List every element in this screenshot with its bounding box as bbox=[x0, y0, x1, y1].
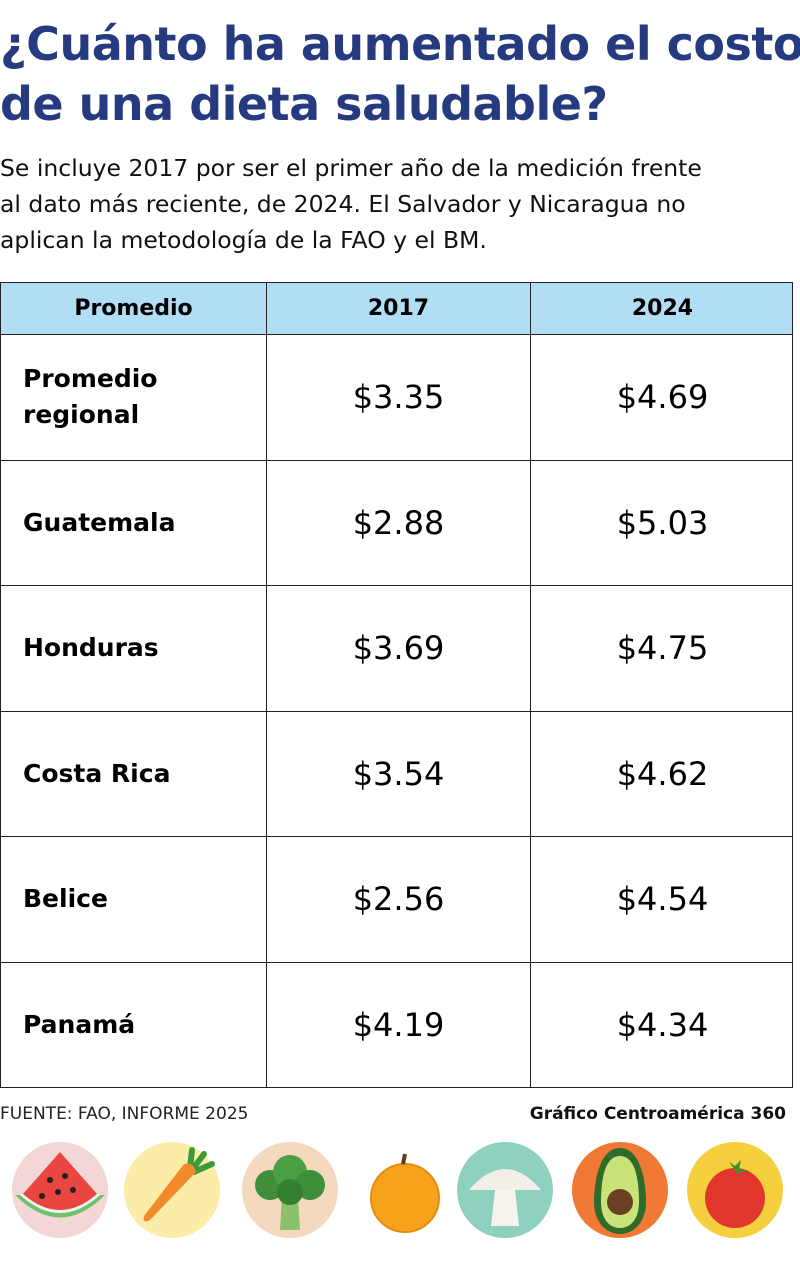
broccoli-icon bbox=[242, 1142, 338, 1238]
cell-2017: $3.54 bbox=[266, 711, 530, 836]
cell-2024: $4.54 bbox=[530, 837, 794, 962]
table-row: Guatemala $2.88 $5.03 bbox=[0, 460, 794, 586]
avocado-icon bbox=[572, 1142, 668, 1238]
mushroom-icon bbox=[457, 1142, 553, 1238]
table-row: Belice $2.56 $4.54 bbox=[0, 837, 793, 963]
cost-table: Promedio 2017 2024 Promedio regional $3.35… bbox=[0, 282, 793, 1088]
subtitle-line-3: aplican la metodología de la FAO y el BM… bbox=[0, 226, 487, 254]
row-label: Panamá bbox=[1, 963, 266, 1088]
header-cell-promedio: Promedio bbox=[74, 296, 193, 321]
cell-2024: $4.34 bbox=[530, 962, 794, 1087]
chart-subtitle: Se incluye 2017 por ser el primer año de… bbox=[0, 150, 800, 258]
row-label: Promedio regional bbox=[1, 335, 266, 460]
row-label-line-1: Honduras bbox=[23, 633, 159, 663]
watermelon-icon bbox=[12, 1142, 108, 1238]
chart-title: ¿Cuánto ha aumentado el costo de una die… bbox=[0, 14, 800, 134]
table-row: Panamá $4.19 $4.34 bbox=[0, 962, 794, 1088]
cell-2024: $4.69 bbox=[530, 335, 794, 460]
subtitle-line-1: Se incluye 2017 por ser el primer año de… bbox=[0, 154, 702, 182]
cell-2024: $4.62 bbox=[530, 711, 794, 836]
table-row: Honduras $3.69 $4.75 bbox=[0, 586, 793, 712]
row-label-line-1: Guatemala bbox=[23, 507, 176, 537]
carrot-icon bbox=[124, 1142, 220, 1238]
source-note: FUENTE: FAO, INFORME 2025 bbox=[0, 1104, 249, 1124]
header-cell-2024: 2024 bbox=[530, 283, 794, 334]
cell-2017: $4.19 bbox=[266, 962, 530, 1087]
row-label-line-1: Belice bbox=[23, 884, 108, 914]
row-label-line-2: regional bbox=[23, 400, 140, 430]
table-body: Promedio regional $3.35 $4.69 Guatemala $2.88… bbox=[0, 335, 793, 1088]
row-label: Guatemala bbox=[1, 461, 266, 586]
table-row: Costa Rica $3.54 $4.62 bbox=[0, 711, 794, 837]
orange-icon bbox=[370, 1153, 440, 1233]
subtitle-line-2: al dato más reciente, de 2024. El Salvad… bbox=[0, 190, 686, 218]
table-row: Promedio regional $3.35 $4.69 bbox=[0, 335, 793, 461]
row-label: Belice bbox=[1, 837, 266, 962]
food-icons-row bbox=[0, 1140, 800, 1263]
title-line-1: ¿Cuánto ha aumentado el costo bbox=[0, 17, 800, 71]
tomato-icon bbox=[687, 1142, 783, 1238]
cell-2017: $2.56 bbox=[266, 837, 530, 962]
row-label-line-1: Panamá bbox=[23, 1009, 136, 1039]
cell-2017: $3.35 bbox=[266, 335, 530, 460]
header-cell-2017: 2017 bbox=[266, 283, 530, 334]
cell-2017: $2.88 bbox=[266, 460, 530, 585]
cell-2024: $5.03 bbox=[530, 460, 794, 585]
row-label-line-1: Promedio bbox=[23, 364, 158, 394]
cell-2024: $4.75 bbox=[530, 586, 794, 711]
credit-note: Gráfico Centroamérica 360 bbox=[529, 1104, 786, 1124]
row-label-line-1: Costa Rica bbox=[23, 758, 171, 788]
row-label: Honduras bbox=[1, 586, 266, 711]
table-header: Promedio 2017 2024 bbox=[0, 282, 793, 335]
cell-2017: $3.69 bbox=[266, 586, 530, 711]
title-line-2: de una dieta saludable? bbox=[0, 77, 608, 131]
row-label: Costa Rica bbox=[1, 712, 266, 837]
